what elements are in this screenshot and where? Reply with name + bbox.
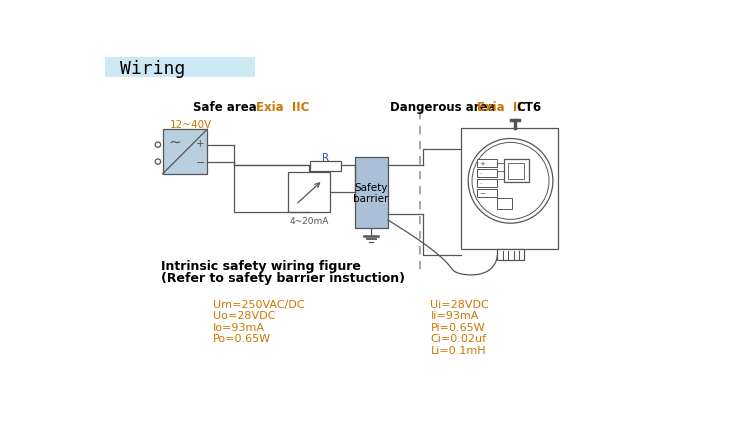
Text: R: R [322, 153, 329, 163]
Bar [288, 173, 330, 213]
Bar [504, 160, 529, 183]
Circle shape [155, 143, 161, 148]
Bar [311, 161, 341, 172]
Bar [477, 170, 496, 178]
Text: Intrinsic safety wiring figure: Intrinsic safety wiring figure [161, 259, 361, 272]
FancyBboxPatch shape [105, 58, 255, 78]
Circle shape [468, 139, 553, 224]
Text: Ui=28VDC: Ui=28VDC [431, 299, 489, 309]
Text: Li=0.1mH: Li=0.1mH [431, 345, 486, 355]
Text: Um=250VAC/DC: Um=250VAC/DC [213, 299, 304, 309]
Text: Po=0.65W: Po=0.65W [213, 334, 270, 344]
Text: Dangerous area: Dangerous area [390, 101, 496, 114]
Bar [477, 160, 496, 168]
Bar [477, 190, 496, 197]
Bar [496, 198, 512, 209]
Text: Ci=0.02uf: Ci=0.02uf [431, 334, 487, 344]
Bar [355, 158, 388, 228]
Text: −: − [196, 157, 205, 167]
Circle shape [155, 160, 161, 165]
Text: Exia  IIC: Exia IIC [257, 101, 310, 114]
Text: Ii=93mA: Ii=93mA [431, 310, 479, 320]
Text: Pi=0.65W: Pi=0.65W [431, 322, 485, 332]
Text: ·: · [480, 171, 482, 177]
Text: Exia  II: Exia II [477, 101, 522, 114]
Text: 4~20mA: 4~20mA [289, 216, 328, 225]
Text: +: + [196, 139, 205, 149]
Text: +: + [480, 161, 485, 167]
Bar [508, 164, 523, 179]
Text: ·: · [480, 181, 482, 187]
Text: Wiring: Wiring [120, 59, 186, 77]
Circle shape [472, 143, 549, 220]
Text: Safe area: Safe area [193, 101, 261, 114]
Text: CT6: CT6 [516, 101, 541, 114]
Bar [498, 250, 523, 261]
Text: 12~40V: 12~40V [170, 120, 213, 129]
Text: −: − [480, 191, 485, 197]
Bar [477, 180, 496, 187]
Bar [162, 130, 207, 175]
Text: Io=93mA: Io=93mA [213, 322, 265, 332]
Bar [461, 129, 558, 250]
Text: Uo=28VDC: Uo=28VDC [213, 310, 275, 320]
Text: Safety
barrier: Safety barrier [354, 182, 389, 204]
Text: (Refer to safety barrier instuction): (Refer to safety barrier instuction) [161, 271, 405, 284]
Text: ~: ~ [169, 135, 181, 150]
